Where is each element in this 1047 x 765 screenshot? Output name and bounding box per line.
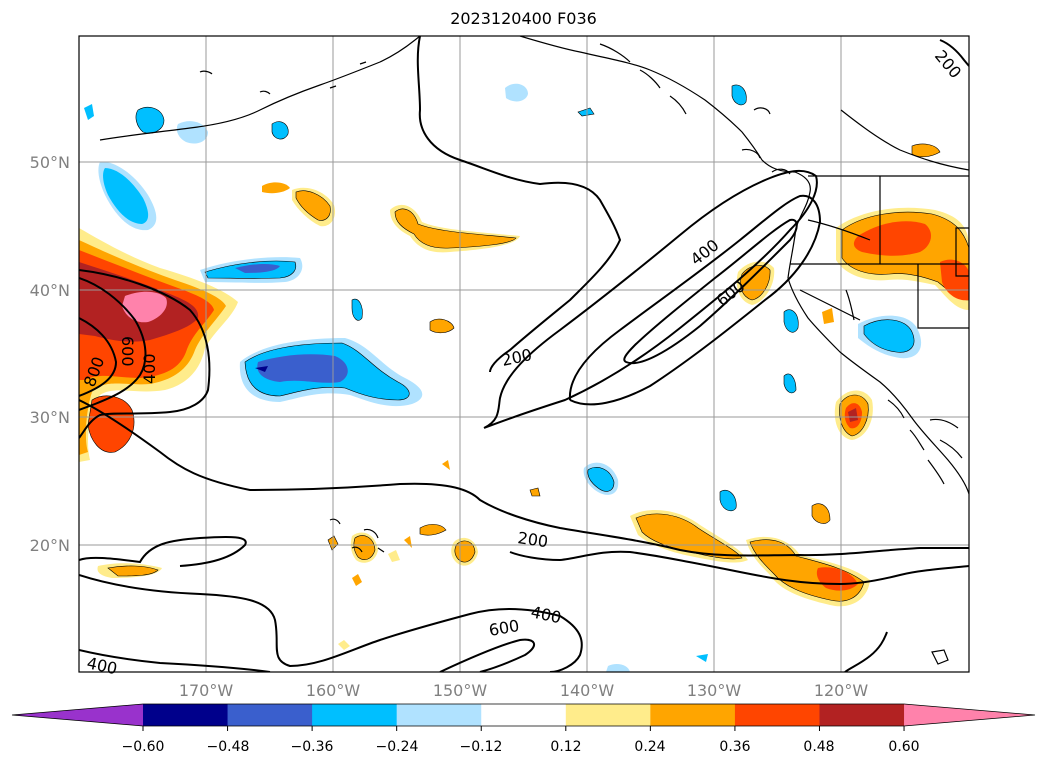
- lat-label: 50°N: [30, 153, 70, 172]
- colorbar-tick-label: −0.36: [291, 739, 334, 755]
- colorbar-extend-low: [12, 704, 143, 726]
- contour-label: 200: [516, 528, 549, 551]
- colorbar-segment: [650, 704, 736, 726]
- map-frame: [78, 35, 970, 673]
- lon-label: 150°W: [433, 681, 488, 700]
- map-content: [79, 36, 969, 672]
- graticule: [79, 36, 969, 672]
- contour-label: 400: [140, 353, 159, 384]
- colorbar-segment: [734, 704, 820, 726]
- colorbar-segment: [565, 704, 651, 726]
- lon-label: 120°W: [814, 681, 869, 700]
- lat-label: 40°N: [30, 281, 70, 300]
- colorbar-segment: [819, 704, 905, 726]
- colorbar-tick-label: −0.60: [122, 739, 165, 755]
- colorbar-tick-label: 0.24: [634, 739, 665, 755]
- colorbar-tick-labels: −0.60 −0.48 −0.36 −0.24 −0.12 0.12 0.24 …: [122, 739, 920, 755]
- colorbar-segment: [396, 704, 482, 726]
- colorbar-tick-label: 0.36: [719, 739, 750, 755]
- colorbar-tick-label: 0.60: [888, 739, 919, 755]
- colorbar-tick-label: −0.12: [460, 739, 503, 755]
- colorbar-extend-high: [904, 704, 1035, 726]
- colorbar-segment: [227, 704, 313, 726]
- colorbar-tick-label: 0.12: [550, 739, 581, 755]
- lon-label: 130°W: [687, 681, 742, 700]
- lat-label: 30°N: [30, 408, 70, 427]
- colorbar-tick-label: −0.24: [376, 739, 419, 755]
- colorbar: [11, 703, 1036, 731]
- lon-label: 160°W: [306, 681, 361, 700]
- height-contours: [79, 36, 969, 672]
- map-title: 2023120400 F036: [450, 9, 597, 28]
- contour-label: 600: [118, 336, 137, 367]
- latitude-labels: 50°N 40°N 30°N 20°N: [30, 153, 70, 555]
- colorbar-segment: [143, 704, 229, 726]
- coastlines: [99, 36, 969, 665]
- colorbar-segment: [481, 704, 567, 726]
- lat-label: 20°N: [30, 536, 70, 555]
- colorbar-segment: [312, 704, 398, 726]
- colorbar-tick-label: −0.48: [207, 739, 250, 755]
- lon-label: 170°W: [179, 681, 234, 700]
- lon-label: 140°W: [560, 681, 615, 700]
- longitude-labels: 170°W 160°W 150°W 140°W 130°W 120°W: [179, 681, 869, 700]
- colorbar-tick-label: 0.48: [803, 739, 834, 755]
